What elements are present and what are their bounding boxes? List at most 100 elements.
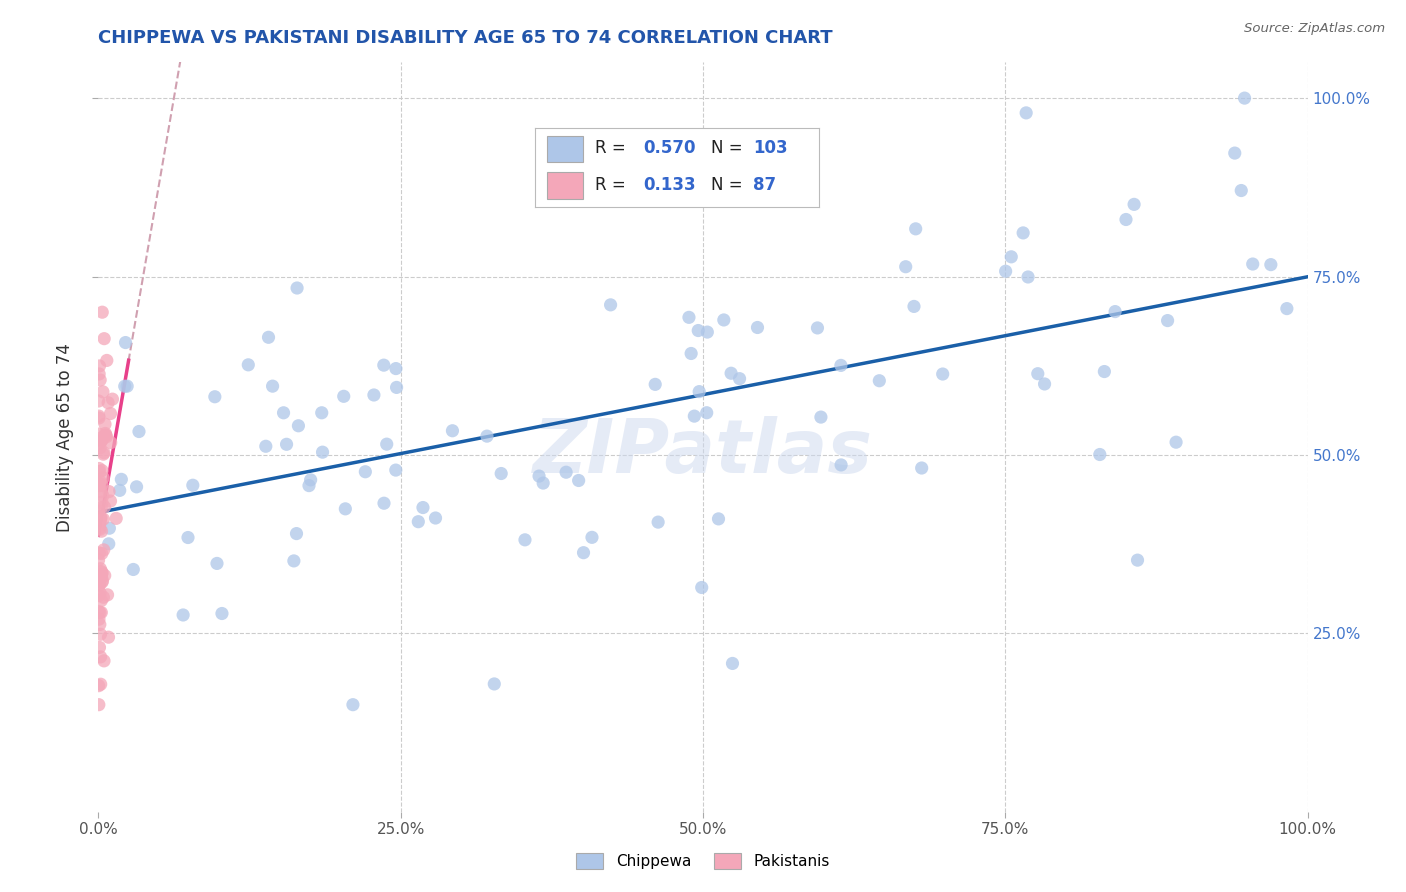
Point — [96, 588, 118, 602]
Point — [1233, 91, 1256, 105]
Point — [644, 377, 666, 392]
Point — [408, 515, 430, 529]
Point — [90, 593, 112, 607]
Point — [1115, 212, 1137, 227]
Point — [681, 346, 703, 360]
Point — [257, 330, 280, 344]
Point — [868, 374, 890, 388]
Point — [1104, 304, 1126, 318]
Point — [262, 379, 284, 393]
Point — [205, 557, 228, 571]
Point — [1015, 106, 1038, 120]
Point — [87, 476, 110, 491]
Point — [89, 606, 111, 620]
Point — [425, 511, 447, 525]
FancyBboxPatch shape — [547, 136, 583, 162]
Point — [572, 546, 595, 560]
Point — [90, 477, 112, 491]
Point — [100, 435, 122, 450]
Point — [1260, 258, 1282, 272]
Point — [276, 437, 298, 451]
Point — [93, 446, 115, 460]
Text: ZIPatlas: ZIPatlas — [533, 416, 873, 489]
Point — [90, 677, 112, 691]
Point — [830, 458, 852, 472]
Point — [93, 542, 115, 557]
Point — [713, 313, 735, 327]
Point — [747, 320, 769, 334]
Point — [122, 562, 145, 576]
Point — [93, 568, 115, 582]
Point — [89, 475, 111, 489]
Point — [1012, 226, 1035, 240]
Point — [904, 222, 927, 236]
Point — [181, 478, 204, 492]
Point — [89, 436, 111, 450]
Point — [114, 335, 136, 350]
Point — [87, 589, 110, 603]
Point — [93, 654, 115, 668]
Point — [1156, 313, 1178, 327]
Point — [531, 476, 554, 491]
Point — [125, 480, 148, 494]
Text: 0.570: 0.570 — [643, 139, 696, 157]
Point — [285, 281, 308, 295]
Point — [91, 447, 114, 461]
Point — [1275, 301, 1298, 316]
Point — [489, 467, 512, 481]
Point — [688, 324, 710, 338]
Point — [90, 571, 112, 585]
Point — [484, 677, 506, 691]
Point — [90, 434, 112, 449]
Point — [806, 321, 828, 335]
Point — [931, 367, 953, 381]
Point — [115, 379, 138, 393]
Point — [90, 510, 112, 524]
Point — [555, 465, 578, 479]
Point — [527, 469, 550, 483]
Point — [90, 547, 112, 561]
Point — [90, 565, 112, 579]
Point — [90, 484, 112, 499]
Point — [87, 605, 110, 619]
Point — [273, 406, 295, 420]
FancyBboxPatch shape — [547, 172, 583, 199]
Point — [94, 417, 117, 432]
Point — [91, 566, 114, 580]
Text: Source: ZipAtlas.com: Source: ZipAtlas.com — [1244, 22, 1385, 36]
Point — [238, 358, 260, 372]
Point — [97, 630, 120, 644]
Point — [911, 461, 934, 475]
Point — [89, 441, 111, 455]
Point — [87, 510, 110, 524]
Point — [568, 474, 591, 488]
Point — [1088, 448, 1111, 462]
Point — [98, 521, 121, 535]
Point — [97, 396, 120, 410]
Point — [100, 407, 122, 421]
Point — [1017, 270, 1039, 285]
Point — [335, 501, 357, 516]
Point — [285, 526, 308, 541]
Point — [720, 366, 742, 380]
Point — [87, 461, 110, 475]
Point — [513, 533, 536, 547]
Point — [87, 411, 110, 425]
Point — [254, 439, 277, 453]
Point — [89, 586, 111, 600]
Point — [87, 698, 110, 712]
Point — [90, 606, 112, 620]
Point — [90, 514, 112, 528]
Point — [94, 428, 117, 442]
Text: 103: 103 — [754, 139, 789, 157]
Point — [298, 478, 321, 492]
Point — [101, 392, 124, 406]
Text: N =: N = — [711, 176, 748, 194]
Point — [94, 426, 117, 441]
Point — [177, 531, 200, 545]
Point — [599, 298, 621, 312]
Point — [93, 512, 115, 526]
Point — [1230, 184, 1253, 198]
Point — [994, 264, 1017, 278]
Point — [283, 554, 305, 568]
